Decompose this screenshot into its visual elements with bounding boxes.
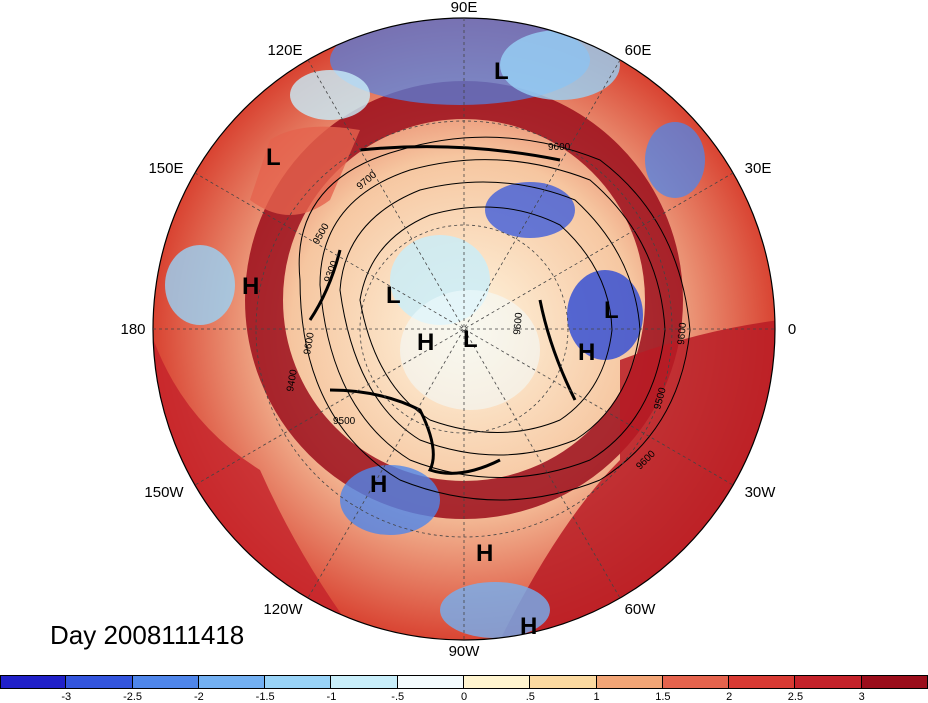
day-label: Day 2008111418 (50, 620, 245, 650)
contour-label: 9600 (548, 142, 571, 153)
high-center-label: H (370, 471, 387, 498)
lon-label: 30E (745, 160, 772, 177)
colorbar-tick-label: -2 (193, 691, 204, 703)
colorbar-tick-label: -1 (326, 691, 337, 703)
contour-label: 9400 (285, 368, 300, 392)
lon-label: 120E (267, 42, 302, 59)
contour-label: 9600 (676, 322, 689, 346)
colorbar-segment (265, 675, 332, 689)
colorbar-frame (0, 675, 928, 689)
contour-label: 9600 (302, 331, 317, 355)
colorbar-segment (397, 675, 464, 689)
contour-label: 9600 (512, 312, 525, 336)
colorbar-segment (795, 675, 862, 689)
lon-label: 120W (263, 601, 303, 618)
low-center-label: L (494, 58, 509, 85)
colorbar-segment (198, 675, 266, 689)
colorbar-segment (729, 675, 796, 689)
lon-label: 180 (120, 321, 145, 338)
high-center-label: H (476, 540, 493, 567)
colorbar-tick-label: 1 (593, 691, 600, 703)
colorbar-tick-label: -2.5 (123, 691, 143, 703)
colorbar-segment (662, 675, 730, 689)
colorbar-segment (66, 675, 133, 689)
pressure-centers: L L H L H L L H H H H (242, 58, 619, 640)
colorbar-segment (0, 675, 67, 689)
lon-label: 90E (451, 0, 478, 16)
lon-label: 0 (788, 321, 796, 338)
colorbar-tick-label: 2.5 (787, 691, 804, 703)
low-center-label: L (386, 282, 401, 309)
lon-label: 30W (745, 484, 777, 501)
colorbar-tick-label: -.5 (391, 691, 405, 703)
colorbar-tick-label: -1.5 (255, 691, 275, 703)
lon-label: 150W (144, 484, 184, 501)
colorbar-tick-label: -3 (61, 691, 72, 703)
colorbar-segment (464, 675, 531, 689)
graticule (153, 18, 775, 640)
low-center-label: L (463, 326, 478, 353)
colorbar-tick-label: 2 (726, 691, 733, 703)
colorbar: -3 -2.5 -2 -1.5 -1 -.5 0 .5 1 1.5 2 2.5 3 (0, 675, 928, 703)
colorbar-tick-label: .5 (525, 691, 535, 703)
lon-label: 150E (148, 160, 183, 177)
longitude-labels: 90E 60E 30E 0 30W 60W 90W 120W 150W 180 … (120, 0, 796, 660)
colorbar-tick-label: 0 (460, 691, 468, 703)
high-center-label: H (520, 613, 537, 640)
lon-label: 90W (449, 643, 481, 660)
high-center-label: H (242, 273, 259, 300)
lon-label: 60W (625, 601, 657, 618)
high-center-label: H (417, 329, 434, 356)
high-center-label: H (578, 339, 595, 366)
polar-map: 90E 60E 30E 0 30W 60W 90W 120W 150W 180 … (120, 0, 796, 660)
low-center-label: L (266, 144, 281, 171)
colorbar-segment (596, 675, 663, 689)
colorbar-segment (530, 675, 597, 689)
lon-label: 60E (625, 42, 652, 59)
colorbar-tick-label: 1.5 (655, 691, 671, 703)
contour-label: 9500 (333, 416, 356, 427)
colorbar-tick-label: 3 (858, 691, 865, 703)
colorbar-segment (132, 675, 199, 689)
low-center-label: L (604, 297, 619, 324)
colorbar-segment (331, 675, 398, 689)
